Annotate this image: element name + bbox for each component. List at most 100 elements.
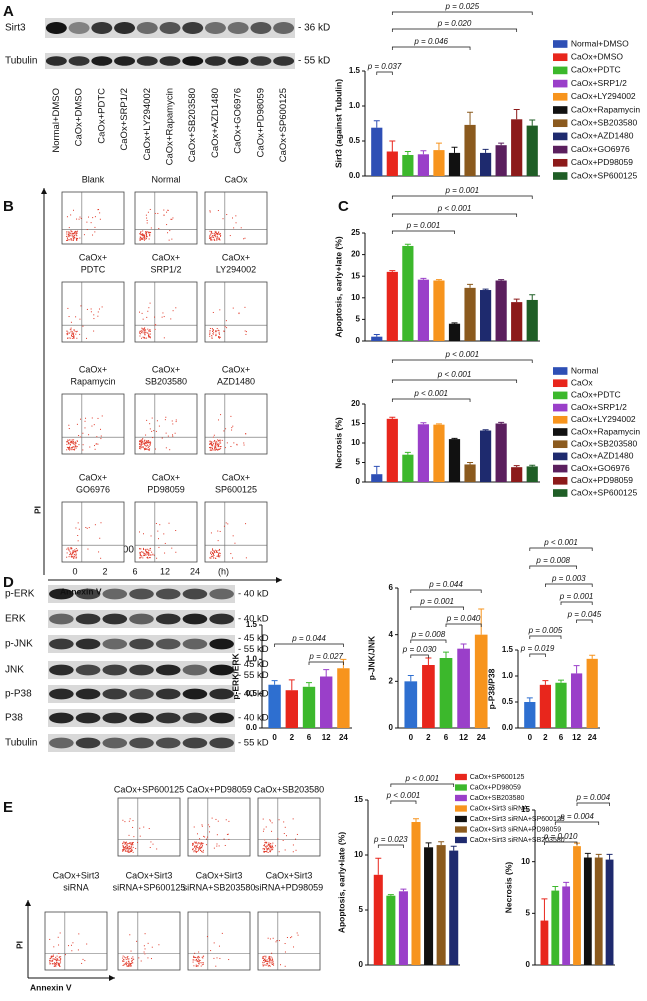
flow-dot xyxy=(57,936,59,938)
flow-dot xyxy=(147,449,149,451)
blot-band xyxy=(91,56,113,66)
flow-dot xyxy=(139,441,141,443)
flow-dot xyxy=(212,555,214,557)
flow-dot xyxy=(144,334,146,336)
flow-dot xyxy=(264,841,266,843)
error-bar xyxy=(573,665,580,674)
flow-dot xyxy=(144,444,146,446)
significance-bracket xyxy=(445,623,482,627)
flow-dot xyxy=(210,532,212,534)
flow-dot xyxy=(54,962,56,964)
significance-bracket xyxy=(529,547,593,551)
flow-dot xyxy=(278,940,280,942)
flow-dot xyxy=(265,842,267,844)
flow-dot xyxy=(142,438,144,440)
x-tick-label: 12 xyxy=(459,733,468,742)
blot-band xyxy=(209,712,234,724)
flow-dot xyxy=(74,444,76,446)
flow-dot xyxy=(122,848,124,850)
significance-bracket xyxy=(391,230,455,234)
flow-dot xyxy=(76,446,78,448)
lane-label: CaOx+SP600125 xyxy=(278,88,289,162)
flow-dot xyxy=(210,551,212,553)
bar xyxy=(495,280,507,341)
time-label: 0 xyxy=(72,566,77,576)
flow-dot xyxy=(147,211,149,213)
flow-dot xyxy=(123,849,125,851)
flow-dot xyxy=(219,336,221,338)
bar xyxy=(526,299,538,341)
flow-dot xyxy=(140,557,142,559)
flow-dot xyxy=(215,443,217,445)
flow-dot xyxy=(73,335,75,337)
flow-dot xyxy=(58,964,60,966)
flow-dot xyxy=(73,329,75,331)
flow-dot xyxy=(165,416,167,418)
flow-dot xyxy=(267,937,269,939)
flow-dot xyxy=(195,848,197,850)
legend-swatch xyxy=(553,145,568,154)
flow-dot xyxy=(217,444,219,446)
flow-dot xyxy=(51,960,53,962)
flow-dot xyxy=(148,336,150,338)
flow-dot xyxy=(123,841,125,843)
flow-dot xyxy=(140,440,142,442)
flow-dot xyxy=(159,524,161,526)
flow-title: siRNA+SP600125 xyxy=(113,882,186,892)
p-value: p = 0.005 xyxy=(528,626,563,635)
significance-bracket xyxy=(410,639,447,643)
legend-label: CaOx+AZD1480 xyxy=(571,131,634,141)
flow-dot xyxy=(211,442,213,444)
flow-dot xyxy=(263,955,265,957)
flow-dot xyxy=(213,550,215,552)
legend-swatch xyxy=(553,415,568,424)
flow-plot xyxy=(61,281,125,343)
flow-dot xyxy=(163,214,165,216)
flow-dot xyxy=(265,960,267,962)
flow-dot xyxy=(212,236,214,238)
flow-dot xyxy=(140,443,142,445)
flow-dot xyxy=(216,239,218,241)
flow-dot xyxy=(142,328,144,330)
flow-dot xyxy=(197,956,199,958)
blot-row-label: Sirt3 xyxy=(5,23,26,34)
flow-dot xyxy=(50,956,52,958)
flow-dot xyxy=(284,951,286,953)
flow-dot xyxy=(216,834,218,836)
flow-dot xyxy=(216,239,218,241)
flow-dot xyxy=(143,552,145,554)
flow-dot xyxy=(226,834,228,836)
flow-dot xyxy=(263,959,265,961)
p-value: p = 0.008 xyxy=(535,556,570,565)
y-tick-label: 1.0 xyxy=(246,654,258,663)
flow-dot xyxy=(217,329,219,331)
flow-dot xyxy=(154,316,156,318)
flow-dot xyxy=(195,841,197,843)
flow-dot xyxy=(76,232,78,234)
flow-dot xyxy=(214,443,216,445)
blot-band xyxy=(209,688,234,700)
flow-dot xyxy=(209,237,211,239)
p-value: p = 0.001 xyxy=(559,592,594,601)
error-bar xyxy=(498,279,505,281)
significance-bracket xyxy=(410,589,482,593)
y-axis-title: PI xyxy=(32,506,42,514)
flow-title: SRP1/2 xyxy=(150,264,181,274)
flow-dot xyxy=(212,330,214,332)
flow-dot xyxy=(72,233,74,235)
flow-dot xyxy=(220,414,222,416)
flow-dot xyxy=(78,444,80,446)
blot-band xyxy=(75,638,101,650)
y-tick-label: 1.0 xyxy=(502,671,514,680)
flow-dot xyxy=(93,424,95,426)
bar xyxy=(371,474,383,482)
flow-dot xyxy=(140,232,142,234)
blot-row-label: p-P38 xyxy=(5,689,32,700)
flow-dot xyxy=(131,844,133,846)
flow-dot xyxy=(124,847,126,849)
flow-dot xyxy=(72,337,74,339)
flow-dot xyxy=(144,444,146,446)
flow-dot xyxy=(143,533,145,535)
flow-dot xyxy=(149,330,151,332)
flow-dot xyxy=(122,846,124,848)
